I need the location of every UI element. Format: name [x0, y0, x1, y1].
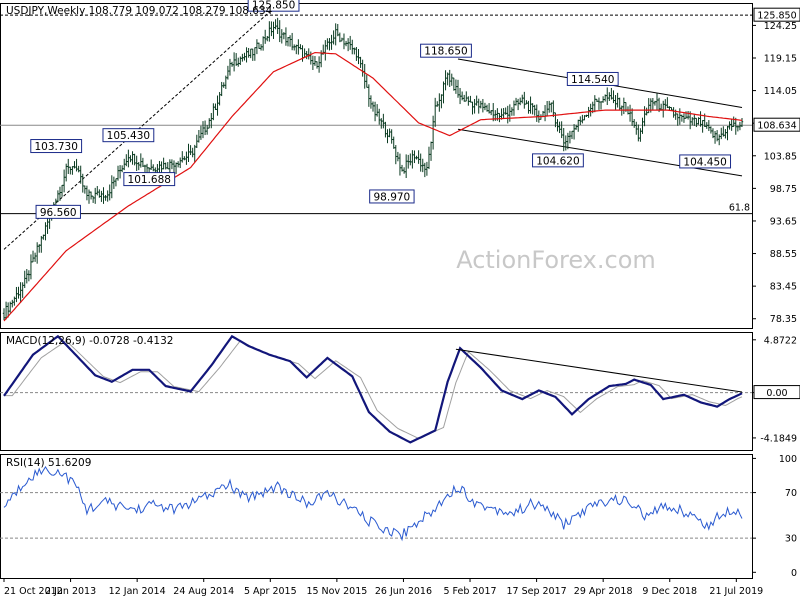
x-axis-label: 24 Aug 2014	[173, 586, 234, 597]
rsi-line	[3, 465, 743, 542]
price-axis-tick: 93.65	[770, 216, 797, 227]
price-axis-tick: 83.45	[770, 282, 797, 293]
svg-text:108.634: 108.634	[757, 121, 796, 132]
x-axis-label: 5 Feb 2017	[443, 586, 496, 597]
price-axis-tick: 98.75	[770, 184, 797, 195]
macd-axis-tick: 4.8722	[764, 335, 797, 346]
macd-line	[3, 334, 743, 444]
price-annotation: 125.850	[247, 0, 300, 12]
svg-text:105.430: 105.430	[107, 130, 150, 142]
macd-trendline	[455, 348, 743, 393]
x-axis-label: 17 Sep 2017	[506, 586, 566, 597]
fib-61-8-label: 61.8	[729, 203, 750, 214]
price-annotation: 96.560	[35, 204, 81, 219]
svg-text:118.650: 118.650	[424, 46, 467, 58]
rsi-axis-tick: 100	[779, 454, 797, 465]
svg-text:125.850: 125.850	[757, 11, 796, 22]
svg-text:0.00: 0.00	[766, 388, 787, 399]
watermark: ActionForex.com	[456, 246, 656, 274]
price-annotation: 105.430	[102, 128, 155, 143]
rsi-axis-tick: 0	[791, 568, 797, 579]
macd-signal-line	[4, 340, 743, 439]
price-annotation: 98.970	[369, 189, 415, 204]
x-axis-label: 12 Jan 2014	[109, 586, 166, 597]
last-price-label: 108.634	[753, 117, 800, 132]
svg-text:96.560: 96.560	[40, 207, 77, 219]
price-annotation: 114.540	[566, 71, 619, 86]
price-axis-tick: 78.35	[770, 314, 797, 325]
rsi-axis-tick: 70	[785, 488, 797, 499]
price-axis-tick: 114.05	[764, 86, 797, 97]
price-annotation: 101.688	[123, 172, 176, 187]
price-bar	[740, 117, 744, 128]
price-annotation: 118.650	[420, 43, 472, 58]
x-axis-label: 2 Jun 2013	[45, 586, 96, 597]
svg-text:114.540: 114.540	[571, 74, 614, 86]
macd-label: MACD(12,26,9) -0.0728 -0.4132	[6, 335, 173, 347]
x-axis-label: 5 Apr 2015	[244, 586, 297, 597]
rsi-label: RSI(14) 51.6209	[6, 457, 91, 469]
svg-text:98.970: 98.970	[374, 191, 411, 203]
price-annotation: 103.730	[30, 139, 83, 154]
svg-text:101.688: 101.688	[128, 174, 171, 186]
rsi-axis-tick: 30	[785, 534, 797, 545]
x-axis-label: 21 Jul 2019	[709, 586, 763, 597]
macd-axis-tick: -4.1849	[760, 433, 797, 444]
svg-text:125.850: 125.850	[252, 0, 295, 12]
x-axis-label: 15 Nov 2015	[306, 586, 367, 597]
x-axis-label: 26 Jun 2016	[375, 586, 432, 597]
x-axis-label: 21 Oct 2012	[4, 586, 63, 597]
panel-borders	[0, 3, 753, 579]
moving-average-line	[3, 51, 743, 322]
rsi-panel	[0, 454, 753, 579]
top-level-label: 125.850	[753, 7, 800, 22]
price-panel	[0, 3, 753, 329]
x-axis-label: 9 Dec 2018	[642, 586, 697, 597]
macd-last-label: 0.00	[753, 385, 800, 400]
svg-text:104.620: 104.620	[536, 155, 579, 167]
svg-text:103.730: 103.730	[34, 141, 77, 153]
price-axis-tick: 119.15	[764, 54, 797, 65]
price-annotation: 104.450	[679, 154, 732, 169]
chart-header: USDJPY,Weekly 108.779 109.072 108.279 10…	[6, 5, 273, 17]
x-axis-label: 29 Apr 2018	[574, 586, 633, 597]
price-axis-tick: 103.85	[764, 151, 797, 162]
price-axis-tick: 88.55	[770, 249, 797, 260]
svg-text:104.450: 104.450	[683, 156, 726, 168]
price-axis-tick: 124.25	[764, 21, 797, 32]
price-annotation: 104.620	[532, 153, 584, 168]
macd-panel	[0, 332, 753, 451]
